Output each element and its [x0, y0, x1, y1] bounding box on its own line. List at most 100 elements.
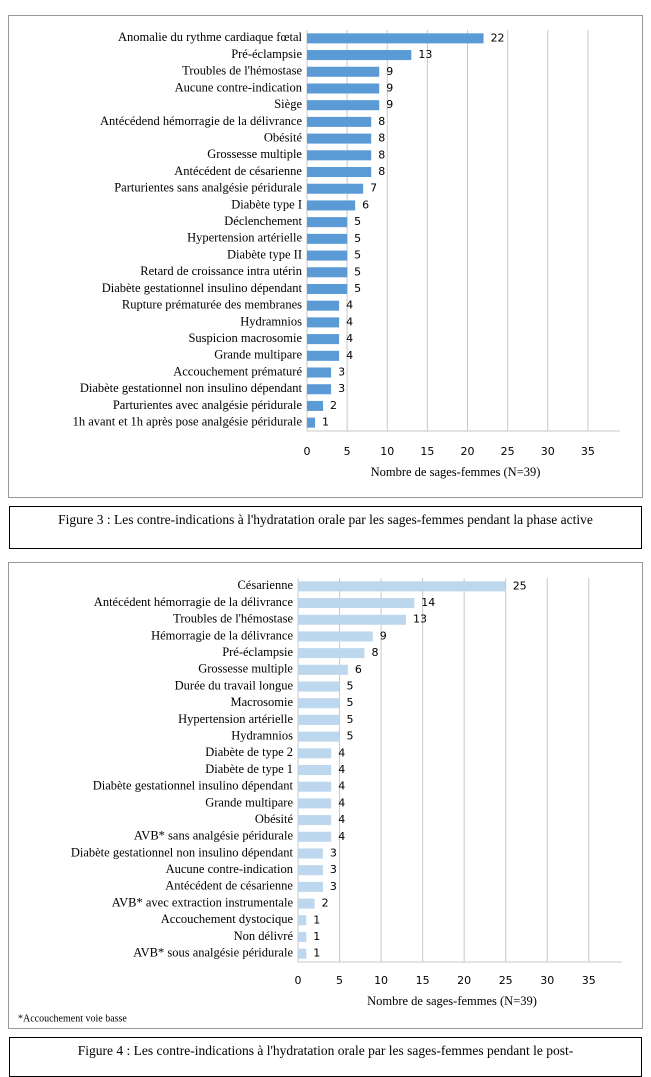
- bar: [298, 731, 340, 742]
- category-label: Siège: [274, 97, 302, 111]
- category-label: Pré-éclampsie: [222, 645, 293, 659]
- value-label: 4: [338, 763, 345, 776]
- category-label: Aucune contre-indication: [175, 80, 303, 94]
- bar: [307, 250, 348, 261]
- value-label: 4: [346, 332, 353, 345]
- category-label: Diabète de type 1: [205, 762, 293, 776]
- bar: [298, 614, 406, 625]
- x-tick-label: 0: [304, 445, 311, 458]
- x-tick-label: 5: [344, 445, 351, 458]
- value-label: 1: [313, 930, 320, 943]
- bar: [307, 317, 340, 328]
- value-label: 2: [322, 897, 329, 910]
- figure-caption: Figure 3 : Les contre-indications à l'hy…: [9, 506, 642, 549]
- category-label: Non délivré: [234, 929, 294, 943]
- bar: [307, 66, 380, 77]
- value-label: 4: [338, 830, 345, 843]
- category-label: Hydramnios: [240, 314, 302, 328]
- bar: [307, 283, 348, 294]
- bar: [307, 233, 348, 244]
- value-label: 8: [371, 646, 378, 659]
- chart-frame: [8, 15, 643, 498]
- category-label: AVB* sans analgésie péridurale: [134, 829, 294, 843]
- category-label: AVB* avec extraction instrumentale: [112, 895, 294, 909]
- value-label: 3: [330, 880, 337, 893]
- bar: [298, 948, 307, 959]
- bar: [307, 300, 340, 311]
- bar: [307, 183, 364, 194]
- bar: [298, 764, 332, 776]
- x-tick-label: 35: [582, 974, 596, 987]
- category-label: Obésité: [264, 130, 303, 144]
- value-label: 5: [354, 265, 361, 278]
- bar: [298, 664, 348, 675]
- category-label: Hémorragie de la délivrance: [151, 628, 293, 642]
- x-tick-label: 30: [541, 445, 555, 458]
- category-label: Aucune contre-indication: [166, 862, 294, 876]
- value-label: 5: [354, 249, 361, 262]
- bar: [298, 815, 332, 826]
- bar: [307, 334, 340, 345]
- value-label: 5: [347, 680, 354, 693]
- x-tick-label: 20: [457, 974, 471, 987]
- bar: [298, 898, 315, 909]
- bar: [307, 417, 316, 428]
- x-tick-label: 15: [416, 974, 430, 987]
- value-label: 5: [354, 215, 361, 228]
- category-label: Diabète type I: [231, 197, 302, 211]
- category-label: Macrosomie: [231, 695, 294, 709]
- category-label: Pré-éclampsie: [231, 47, 302, 61]
- category-label: Parturientes sans analgésie péridurale: [114, 181, 302, 195]
- category-label: Antécédend hémorragie de la délivrance: [100, 114, 302, 128]
- bar: [307, 116, 372, 127]
- category-label: Hydramnios: [231, 728, 293, 742]
- bar: [298, 698, 340, 709]
- value-label: 25: [513, 579, 527, 592]
- bar: [307, 33, 484, 44]
- footnote: *Accouchement voie basse: [18, 1013, 127, 1024]
- category-label: Retard de croissance intra utérin: [140, 264, 302, 278]
- x-axis-title: Nombre de sages-femmes (N=39): [371, 465, 541, 479]
- value-label: 2: [330, 399, 337, 412]
- bar: [298, 848, 323, 859]
- bar: [298, 881, 323, 892]
- x-tick-label: 0: [295, 974, 302, 987]
- category-label: Déclenchement: [224, 214, 302, 228]
- category-label: Durée du travail longue: [175, 678, 294, 692]
- value-label: 5: [354, 282, 361, 295]
- value-label: 9: [386, 98, 393, 111]
- category-label: Antécédent hémorragie de la délivrance: [94, 595, 294, 609]
- value-label: 3: [338, 366, 345, 379]
- x-tick-label: 25: [501, 445, 515, 458]
- bar: [298, 648, 365, 659]
- category-label: Diabète de type 2: [205, 745, 293, 759]
- category-label: Hypertension artérielle: [178, 712, 293, 726]
- bar: [298, 748, 332, 759]
- value-label: 9: [386, 81, 393, 94]
- value-label: 1: [313, 913, 320, 926]
- bar: [298, 714, 340, 725]
- value-label: 3: [338, 382, 345, 395]
- category-label: Rupture prématurée des membranes: [122, 298, 302, 312]
- value-label: 4: [338, 796, 345, 809]
- value-label: 3: [330, 846, 337, 859]
- x-tick-label: 35: [581, 445, 595, 458]
- category-label: Diabète gestationnel insulino dépendant: [93, 779, 294, 793]
- bar: [307, 400, 324, 411]
- category-label: Grossesse multiple: [198, 662, 293, 676]
- bar: [307, 150, 372, 161]
- bar: [298, 631, 373, 642]
- category-label: Suspicion macrosomie: [188, 331, 302, 345]
- value-label: 6: [355, 663, 362, 676]
- category-label: Diabète gestationnel insulino dépendant: [102, 281, 303, 295]
- category-label: Accouchement prématuré: [173, 364, 302, 378]
- category-label: 1h avant et 1h après pose analgésie péri…: [73, 415, 303, 429]
- value-label: 22: [491, 31, 505, 44]
- category-label: Anomalie du rythme cardiaque fœtal: [118, 30, 302, 44]
- category-label: Troubles de l'hémostase: [173, 612, 293, 626]
- bar: [298, 865, 323, 876]
- bar: [298, 831, 332, 842]
- bar: [307, 384, 332, 395]
- category-label: Troubles de l'hémostase: [182, 64, 302, 78]
